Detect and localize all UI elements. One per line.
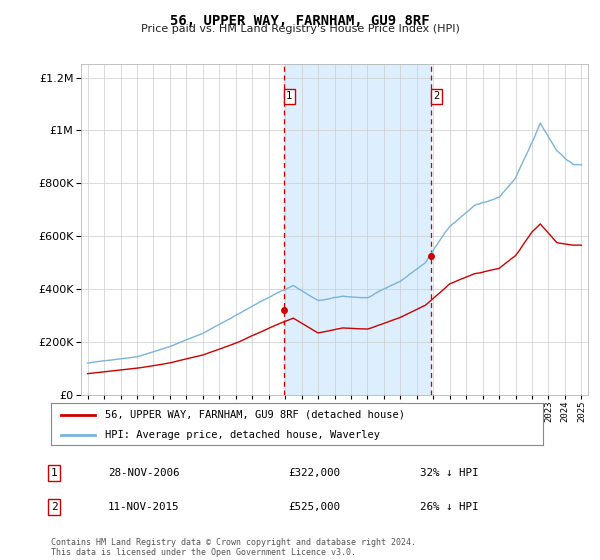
Text: 1: 1 — [286, 91, 292, 101]
Text: 1: 1 — [50, 468, 58, 478]
Text: Contains HM Land Registry data © Crown copyright and database right 2024.
This d: Contains HM Land Registry data © Crown c… — [51, 538, 416, 557]
Bar — [284, 64, 431, 395]
Text: 11-NOV-2015: 11-NOV-2015 — [108, 502, 179, 512]
Text: Price paid vs. HM Land Registry's House Price Index (HPI): Price paid vs. HM Land Registry's House … — [140, 24, 460, 34]
Text: 2: 2 — [50, 502, 58, 512]
Text: £322,000: £322,000 — [288, 468, 340, 478]
Text: 56, UPPER WAY, FARNHAM, GU9 8RF: 56, UPPER WAY, FARNHAM, GU9 8RF — [170, 14, 430, 28]
Text: 56, UPPER WAY, FARNHAM, GU9 8RF (detached house): 56, UPPER WAY, FARNHAM, GU9 8RF (detache… — [105, 410, 405, 420]
Text: HPI: Average price, detached house, Waverley: HPI: Average price, detached house, Wave… — [105, 430, 380, 440]
Text: 2: 2 — [433, 91, 440, 101]
Text: 32% ↓ HPI: 32% ↓ HPI — [420, 468, 479, 478]
Text: £525,000: £525,000 — [288, 502, 340, 512]
Text: 28-NOV-2006: 28-NOV-2006 — [108, 468, 179, 478]
Text: 26% ↓ HPI: 26% ↓ HPI — [420, 502, 479, 512]
